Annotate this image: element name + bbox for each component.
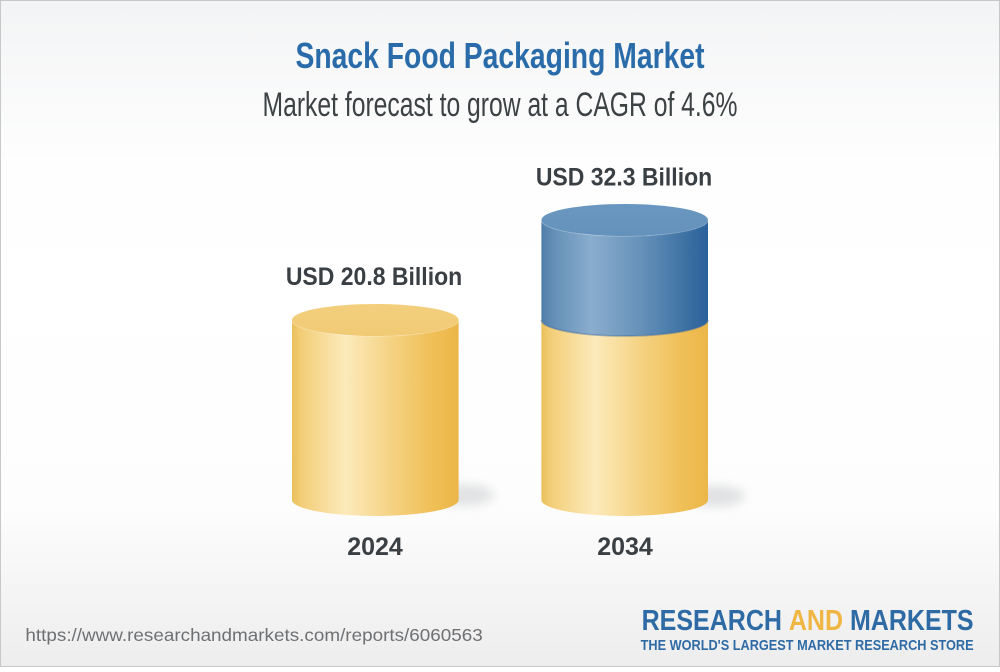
svg-text:USD 20.8 Billion: USD 20.8 Billion — [286, 263, 462, 291]
svg-text:Market forecast to grow at a C: Market forecast to grow at a CAGR of 4.6… — [263, 86, 738, 124]
svg-text:THE WORLD'S LARGEST MARKET RES: THE WORLD'S LARGEST MARKET RESEARCH STOR… — [641, 637, 974, 653]
svg-text:Snack Food Packaging Market: Snack Food Packaging Market — [295, 34, 704, 75]
svg-text:RESEARCH AND MARKETS: RESEARCH AND MARKETS — [642, 604, 974, 636]
svg-text:https://www.researchandmarkets: https://www.researchandmarkets.com/repor… — [25, 624, 482, 644]
svg-text:2034: 2034 — [597, 533, 653, 561]
svg-text:2024: 2024 — [347, 533, 403, 561]
svg-text:USD 32.3 Billion: USD 32.3 Billion — [536, 164, 712, 192]
